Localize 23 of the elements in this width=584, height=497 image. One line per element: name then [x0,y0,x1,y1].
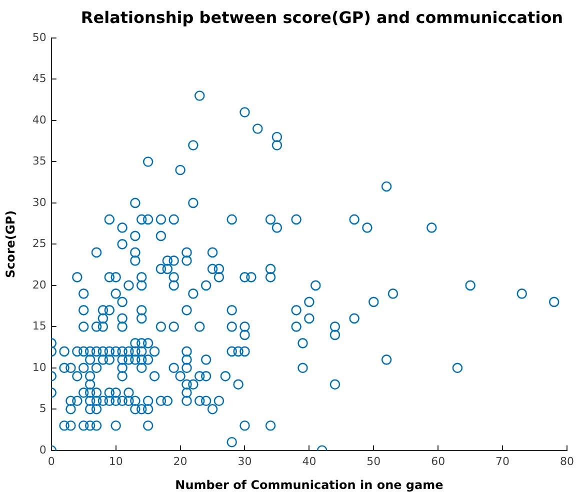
y-tick-label: 0 [39,443,46,456]
y-tick-label: 35 [32,154,46,168]
x-tick-label: 20 [173,454,188,468]
x-tick-label: 80 [560,454,574,468]
x-tick-label: 40 [302,454,316,468]
y-tick-label: 40 [32,113,46,126]
x-tick-label: 60 [431,454,446,468]
x-tick-label: 0 [48,454,55,468]
y-tick-label: 25 [32,237,46,250]
y-tick-label: 50 [32,30,46,44]
chart-title: Relationship between score(GP) and communiccation [80,8,564,27]
y-tick-label: 30 [32,196,46,209]
y-tick-label: 15 [32,320,46,333]
x-axis-title: Number of Communication in one game [175,478,444,492]
x-tick-label: 30 [238,454,252,468]
y-axis-title: Score(GP) [3,210,18,278]
y-tick-label: 5 [39,402,46,416]
y-tick-label: 20 [32,278,46,292]
x-tick-label: 50 [366,454,381,468]
x-tick-label: 70 [496,454,510,468]
x-tick-label: 10 [108,454,123,468]
y-tick-label: 45 [32,72,46,86]
y-tick-label: 10 [32,360,46,374]
